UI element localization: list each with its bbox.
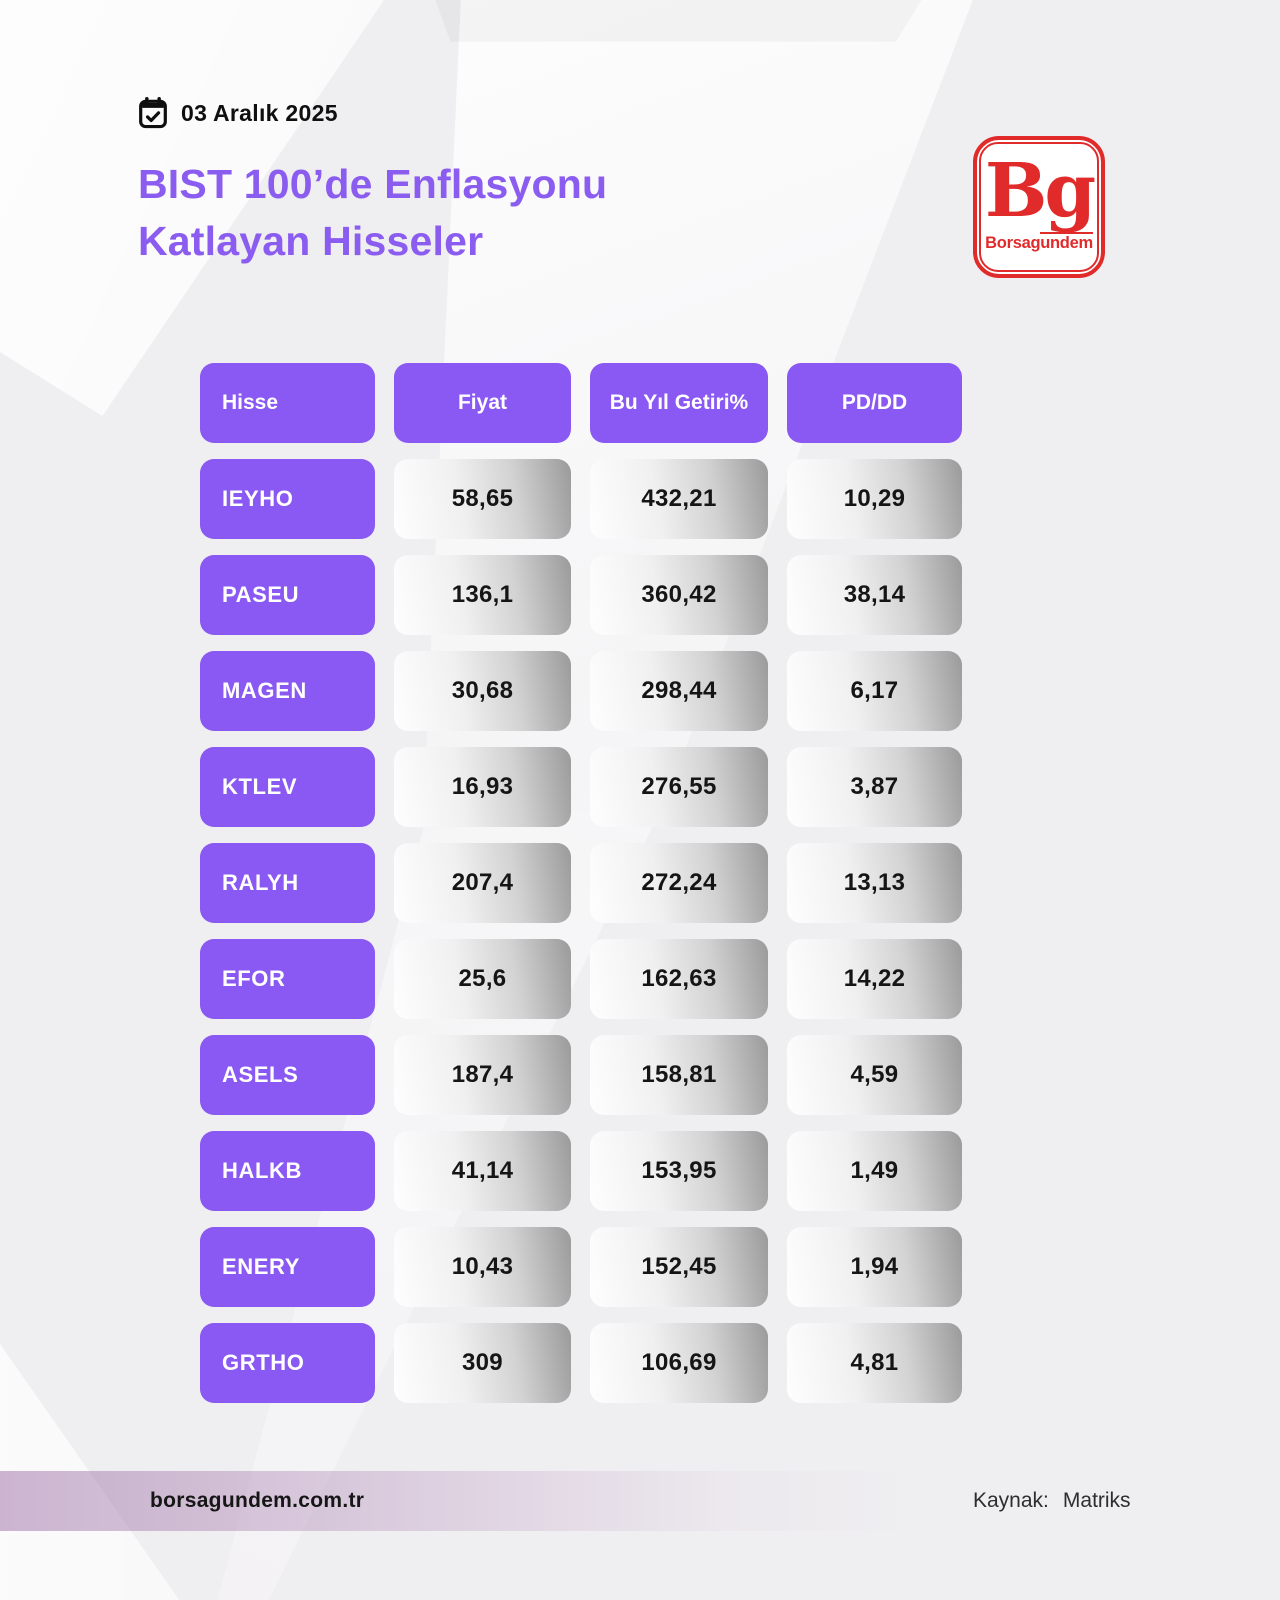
- calendar-check-icon: [138, 97, 168, 129]
- pddd-cell: 3,87: [787, 747, 962, 827]
- price-cell: 10,43: [394, 1227, 571, 1307]
- ticker-cell: KTLEV: [200, 747, 375, 827]
- ticker-cell: RALYH: [200, 843, 375, 923]
- return-cell: 360,42: [590, 555, 768, 635]
- col-header-hisse: Hisse: [200, 363, 375, 443]
- footer-band: borsagundem.com.tr Kaynak: Matriks: [0, 1471, 1280, 1531]
- price-cell: 136,1: [394, 555, 571, 635]
- ticker-cell: HALKB: [200, 1131, 375, 1211]
- col-header-getiri: Bu Yıl Getiri%: [590, 363, 768, 443]
- title-line-1: BIST 100’de Enflasyonu: [138, 161, 608, 207]
- return-cell: 432,21: [590, 459, 768, 539]
- logo-brand-text: Borsagundem: [985, 232, 1093, 253]
- return-cell: 153,95: [590, 1131, 768, 1211]
- return-cell: 272,24: [590, 843, 768, 923]
- ticker-cell: ASELS: [200, 1035, 375, 1115]
- source-value: Matriks: [1062, 1489, 1131, 1512]
- price-cell: 207,4: [394, 843, 571, 923]
- pddd-cell: 4,59: [787, 1035, 962, 1115]
- logo-brand-overlined: undem: [1040, 232, 1093, 252]
- price-cell: 41,14: [394, 1131, 571, 1211]
- return-cell: 298,44: [590, 651, 768, 731]
- pddd-cell: 1,94: [787, 1227, 962, 1307]
- return-cell: 152,45: [590, 1227, 768, 1307]
- borsagundem-logo: Bg Borsagundem: [973, 136, 1105, 278]
- title-line-2: Katlayan Hisseler: [138, 218, 484, 264]
- ticker-cell: GRTHO: [200, 1323, 375, 1403]
- price-cell: 58,65: [394, 459, 571, 539]
- price-cell: 16,93: [394, 747, 571, 827]
- pddd-cell: 10,29: [787, 459, 962, 539]
- price-cell: 30,68: [394, 651, 571, 731]
- source-label: Kaynak:: [973, 1489, 1049, 1512]
- return-cell: 162,63: [590, 939, 768, 1019]
- pddd-cell: 13,13: [787, 843, 962, 923]
- return-cell: 106,69: [590, 1323, 768, 1403]
- website-label: borsagundem.com.tr: [150, 1489, 365, 1512]
- pddd-cell: 38,14: [787, 555, 962, 635]
- price-cell: 187,4: [394, 1035, 571, 1115]
- price-cell: 25,6: [394, 939, 571, 1019]
- page-title: BIST 100’de Enflasyonu Katlayan Hisseler: [138, 156, 607, 270]
- ticker-cell: IEYHO: [200, 459, 375, 539]
- date-label: 03 Aralık 2025: [181, 99, 338, 126]
- source-row: Kaynak: Matriks: [973, 1471, 1131, 1531]
- stocks-table: Hisse Fiyat Bu Yıl Getiri% PD/DD IEYHO 5…: [200, 363, 962, 1403]
- pddd-cell: 4,81: [787, 1323, 962, 1403]
- col-header-pddd: PD/DD: [787, 363, 962, 443]
- price-cell: 309: [394, 1323, 571, 1403]
- pddd-cell: 1,49: [787, 1131, 962, 1211]
- col-header-fiyat: Fiyat: [394, 363, 571, 443]
- ticker-cell: ENERY: [200, 1227, 375, 1307]
- ticker-cell: MAGEN: [200, 651, 375, 731]
- logo-monogram: Bg: [984, 148, 1096, 234]
- pddd-cell: 14,22: [787, 939, 962, 1019]
- return-cell: 158,81: [590, 1035, 768, 1115]
- pddd-cell: 6,17: [787, 651, 962, 731]
- ticker-cell: PASEU: [200, 555, 375, 635]
- return-cell: 276,55: [590, 747, 768, 827]
- date-row: 03 Aralık 2025: [138, 97, 338, 129]
- ticker-cell: EFOR: [200, 939, 375, 1019]
- logo-brand-prefix: Borsag: [985, 234, 1041, 252]
